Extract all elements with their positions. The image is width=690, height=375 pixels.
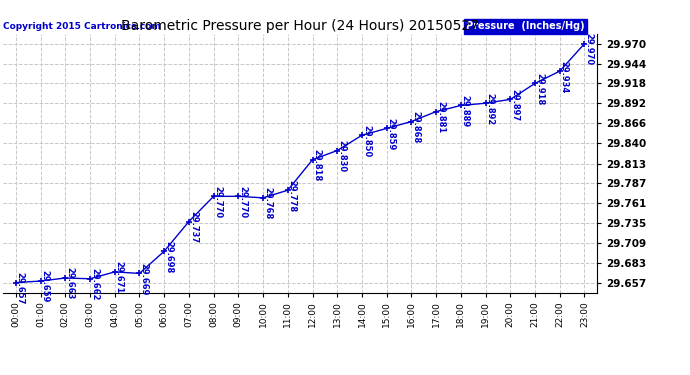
Text: 29.770: 29.770 [214,186,223,218]
Text: Copyright 2015 Cartronics.com: Copyright 2015 Cartronics.com [3,22,161,31]
Text: 29.889: 29.889 [461,95,470,127]
Text: 29.918: 29.918 [535,73,544,105]
Title: Barometric Pressure per Hour (24 Hours) 20150527: Barometric Pressure per Hour (24 Hours) … [121,19,479,33]
Text: 29.778: 29.778 [288,180,297,212]
Text: 29.657: 29.657 [16,272,25,304]
Text: 29.892: 29.892 [486,93,495,125]
Text: 29.850: 29.850 [362,125,371,157]
Text: 29.970: 29.970 [584,33,593,65]
Text: 29.830: 29.830 [337,140,346,172]
Text: Pressure  (Inches/Hg): Pressure (Inches/Hg) [466,21,585,31]
Text: 29.663: 29.663 [66,267,75,300]
Text: 29.934: 29.934 [560,61,569,93]
Text: 29.659: 29.659 [41,270,50,303]
Text: 29.768: 29.768 [263,187,272,219]
Text: 29.859: 29.859 [386,118,395,150]
Text: 29.671: 29.671 [115,261,124,294]
Text: 29.881: 29.881 [436,101,445,133]
Text: 29.737: 29.737 [189,211,198,243]
Text: 29.818: 29.818 [313,149,322,182]
Text: 29.868: 29.868 [411,111,420,143]
Text: 29.669: 29.669 [139,263,148,295]
Text: 29.770: 29.770 [238,186,247,218]
Text: 29.897: 29.897 [511,89,520,121]
Text: 29.662: 29.662 [90,268,99,301]
Text: 29.698: 29.698 [164,241,173,273]
